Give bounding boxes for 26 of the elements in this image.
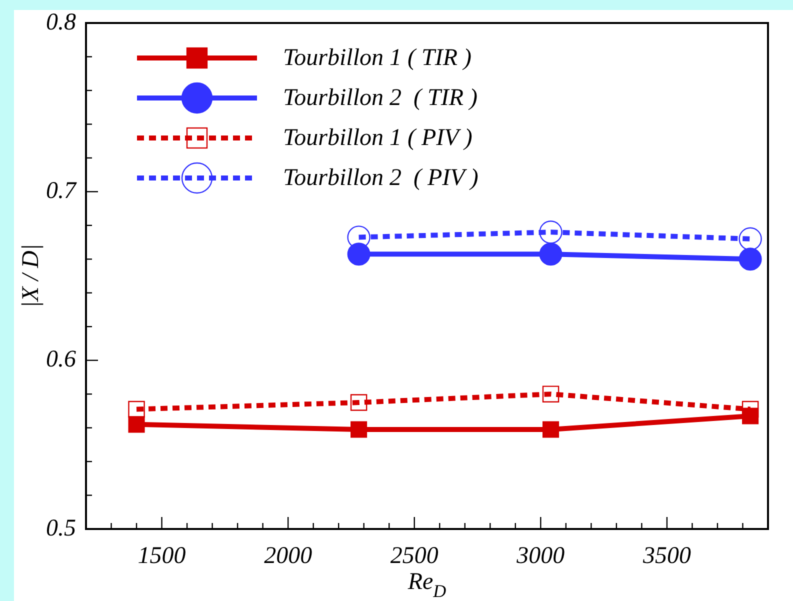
legend-label: Tourbillon 2 ( TIR )	[283, 84, 478, 112]
point	[542, 421, 560, 438]
point	[350, 394, 368, 411]
x-tick-label: 3000	[516, 543, 565, 569]
point	[539, 242, 562, 266]
x-tick-label: 1500	[138, 543, 186, 569]
x-tick-label: 2000	[264, 543, 312, 569]
legend-label: Tourbillon 2 ( PIV )	[283, 164, 478, 192]
legend-label: Tourbillon 1 ( TIR )	[283, 44, 472, 72]
legend-label: Tourbillon 1 ( PIV )	[283, 124, 472, 152]
y-tick-label: 0.5	[46, 515, 76, 542]
point	[742, 408, 759, 424]
point	[128, 416, 145, 433]
point	[738, 227, 762, 250]
y-axis-title: |X / D|	[18, 244, 44, 308]
point	[738, 248, 762, 271]
y-tick-label: 0.8	[46, 9, 76, 36]
point	[350, 421, 368, 438]
point	[542, 386, 560, 402]
x-tick-label: 2500	[390, 543, 438, 569]
x-tick-label: 3500	[642, 543, 691, 569]
point	[539, 220, 562, 244]
point	[128, 400, 145, 418]
y-tick-label: 0.6	[46, 346, 76, 373]
y-tick-label: 0.7	[46, 178, 77, 204]
point	[347, 242, 370, 266]
